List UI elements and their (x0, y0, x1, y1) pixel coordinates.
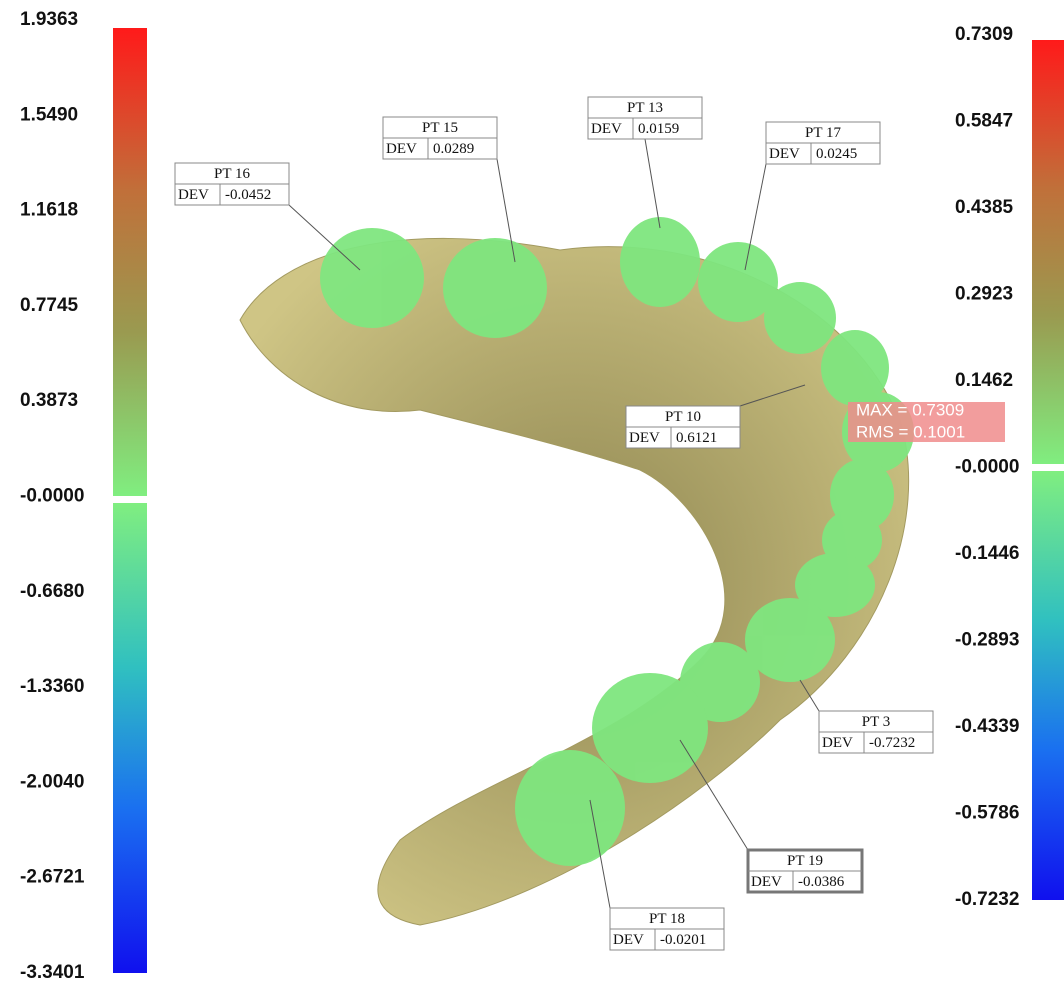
right-scale-label: 0.2923 (955, 284, 1013, 305)
point-name: PT 19 (787, 853, 823, 869)
right-scale-label: -0.7232 (955, 889, 1019, 910)
point-name: PT 18 (649, 911, 685, 927)
right-scale-lower (1032, 471, 1064, 900)
dev-label: DEV (613, 932, 644, 948)
point-name: PT 17 (805, 125, 841, 141)
dev-label: DEV (751, 874, 782, 890)
left-scale-label: 1.9363 (20, 9, 78, 30)
dev-label: DEV (591, 121, 622, 137)
max-label: MAX = 0.7309 (856, 400, 964, 419)
left-scale-label: 0.7745 (20, 295, 79, 316)
deviation-view: MAX = 0.7309 RMS = 0.1001 1.9363 1.5490 1.… (0, 0, 1064, 986)
left-scale-label: -1.3360 (20, 676, 84, 697)
dev-value: -0.0452 (225, 187, 271, 203)
dev-value: -0.0386 (798, 874, 845, 890)
left-scale-label: -0.0000 (20, 486, 84, 507)
left-scale-label: -0.6680 (20, 581, 84, 602)
point-name: PT 10 (665, 409, 701, 425)
point-name: PT 16 (214, 166, 250, 182)
right-scale-label: -0.2893 (955, 630, 1019, 651)
left-scale-label: -3.3401 (20, 962, 85, 983)
dev-value: 0.6121 (676, 430, 717, 446)
dev-label: DEV (178, 187, 209, 203)
right-scale-label: -0.0000 (955, 457, 1019, 478)
dev-value: 0.0159 (638, 121, 679, 137)
right-scale-label: -0.4339 (955, 716, 1019, 737)
dev-value: -0.0201 (660, 932, 706, 948)
right-scale-label: 0.7309 (955, 24, 1013, 45)
point-name: PT 13 (627, 100, 663, 116)
right-scale-label: -0.5786 (955, 803, 1019, 824)
left-scale-label: 0.3873 (20, 390, 78, 411)
right-scale-label: 0.4385 (955, 197, 1014, 218)
left-scale-label: -2.0040 (20, 771, 84, 792)
point-name: PT 15 (422, 120, 458, 136)
dev-label: DEV (769, 146, 800, 162)
dev-value: 0.0289 (433, 141, 474, 157)
right-scale-label: 0.5847 (955, 111, 1013, 132)
dev-value: 0.0245 (816, 146, 857, 162)
left-scale-label: 1.5490 (20, 104, 78, 125)
left-scale-label: 1.1618 (20, 200, 78, 221)
right-scale-label: 0.1462 (955, 370, 1013, 391)
leader-line (645, 139, 660, 228)
rms-label: RMS = 0.1001 (856, 422, 965, 441)
dev-label: DEV (629, 430, 660, 446)
dev-value: -0.7232 (869, 735, 915, 751)
left-scale-label: -2.6721 (20, 867, 85, 888)
left-scale-upper (113, 28, 147, 496)
point-name: PT 3 (862, 714, 890, 730)
right-scale-upper (1032, 40, 1064, 464)
left-scale-lower (113, 503, 147, 973)
right-scale-label: -0.1446 (955, 543, 1019, 564)
dev-label: DEV (386, 141, 417, 157)
dev-label: DEV (822, 735, 853, 751)
